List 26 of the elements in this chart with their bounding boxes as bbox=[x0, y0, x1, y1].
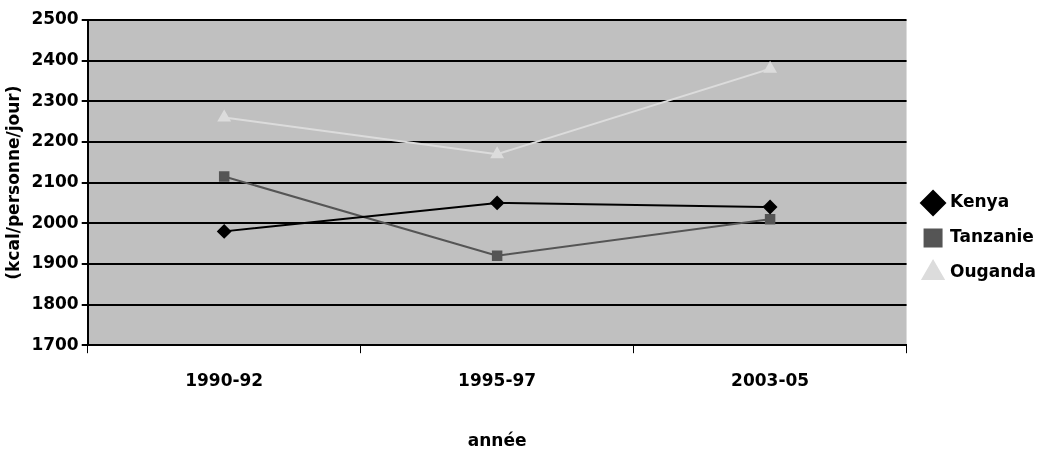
x-axis-title: année bbox=[467, 430, 527, 451]
y-tick-label: 1800 bbox=[31, 292, 79, 313]
point bbox=[218, 171, 230, 182]
point bbox=[217, 224, 232, 239]
y-tick-label: 2400 bbox=[31, 49, 79, 70]
point bbox=[490, 147, 504, 159]
point bbox=[217, 110, 231, 122]
y-tick-label: 2000 bbox=[31, 211, 79, 232]
x-tick-label: 1990-92 bbox=[185, 369, 264, 390]
y-tick-label: 2300 bbox=[31, 89, 79, 110]
point bbox=[763, 61, 777, 73]
legend-label: Ouganda bbox=[950, 261, 1037, 282]
y-tick-label: 2100 bbox=[31, 171, 79, 192]
x-tick-label: 2003-05 bbox=[731, 369, 810, 390]
x-tick-label: 1995-97 bbox=[458, 369, 537, 390]
legend-label: Tanzanie bbox=[950, 226, 1034, 247]
y-axis-title: (kcal/personne/jour) bbox=[2, 85, 23, 280]
point bbox=[763, 199, 778, 214]
y-tick-label: 2200 bbox=[31, 130, 79, 151]
point bbox=[491, 250, 503, 262]
y-tick-label: 2500 bbox=[31, 8, 79, 29]
y-tick-label: 1700 bbox=[31, 333, 79, 354]
point bbox=[490, 195, 505, 210]
y-tick-label: 1900 bbox=[31, 252, 79, 273]
legend-label: Kenya bbox=[950, 191, 1010, 212]
point bbox=[764, 213, 776, 225]
